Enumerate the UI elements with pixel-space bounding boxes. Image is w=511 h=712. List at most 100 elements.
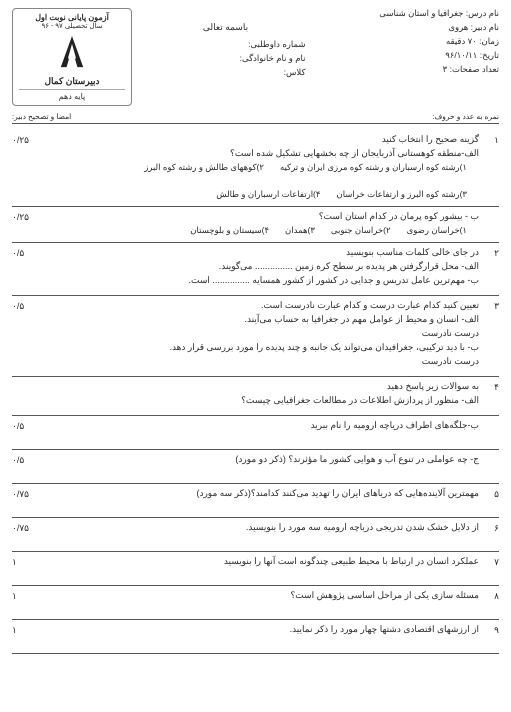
question-score: ۰/۵ <box>12 247 40 289</box>
option-item: ۱)رشته کوه ارسباران و رشته کوه مرزی ایرا… <box>280 162 467 173</box>
question-row: ۵ مهمترین آلاینده‌هایی که دریاهای ایران ر… <box>12 484 499 518</box>
option-item: ۲)کوههای طالش و رشته کوه البرز <box>144 162 264 173</box>
option-item: ۴)سیستان و بلوچستان <box>190 225 269 236</box>
question-line: ب- مهم‌ترین عامل تدریس و جدایی در کشور ا… <box>44 275 479 286</box>
question-line: تعیین کنید کدام عبارت درست و کدام عبارت … <box>44 300 479 311</box>
question-body: در جای خالی کلمات مناسب بنویسید الف- محل … <box>40 247 483 289</box>
question-line: ج- چه عواملی در تنوع آب و هوایی کشور ما … <box>44 454 479 465</box>
question-line: گزینه صحیح را انتخاب کنید <box>44 134 479 145</box>
options-row: ۱)رشته کوه ارسباران و رشته کوه مرزی ایرا… <box>44 162 467 200</box>
question-body: تعیین کنید کدام عبارت درست و کدام عبارت … <box>40 300 483 370</box>
options-row: ۱)خراسان رضوی ۲)خراسان جنوبی ۳)همدان ۴)سیست… <box>44 225 467 236</box>
question-row: ۹ از ارزشهای اقتصادی دشتها چهار مورد را ذ… <box>12 620 499 654</box>
sign-label: امضا و تصحیح دبیر: <box>12 112 71 121</box>
header-left-box: آزمون پایانی نوبت اول سال تحصیلی ۹۷ - ۹۶… <box>12 8 132 106</box>
question-row: ۱ گزینه صحیح را انتخاب کنید الف-منطقه کوهس… <box>12 130 499 207</box>
question-line: ب- با دید ترکیبی، جغرافیدان می‌تواند یک … <box>44 342 479 353</box>
question-number <box>483 420 499 443</box>
question-line: درست نادرست <box>44 328 479 339</box>
header-center: باسمه تعالی شماره داوطلبی: نام و نام خان… <box>146 8 306 106</box>
question-score <box>12 381 40 409</box>
question-body: به سوالات زیر پاسخ دهید الف- منظور از پرد… <box>40 381 483 409</box>
option-item: ۴)ارتفاعات ارسباران و طالش <box>216 189 320 200</box>
question-number: ۷ <box>483 556 499 579</box>
question-line: به سوالات زیر پاسخ دهید <box>44 381 479 392</box>
question-row: ۶ از دلایل خشک شدن تدریجی دریاچه ارومیه س… <box>12 518 499 552</box>
question-score: ۰/۵ <box>12 300 40 370</box>
question-body: ج- چه عواملی در تنوع آب و هوایی کشور ما … <box>40 454 483 477</box>
question-number <box>483 211 499 236</box>
question-body: از دلایل خشک شدن تدریجی دریاچه ارومیه سه… <box>40 522 483 545</box>
question-row: ۴ به سوالات زیر پاسخ دهید الف- منظور از پر… <box>12 377 499 416</box>
question-line: مسئله سازی یکی از مراحل اساسی پژوهش است؟ <box>44 590 479 601</box>
question-score: ۰/۲۵ <box>12 211 40 236</box>
questions-container: ۱ گزینه صحیح را انتخاب کنید الف-منطقه کوهس… <box>12 130 499 654</box>
option-item: ۲)خراسان جنوبی <box>331 225 391 236</box>
question-row: ۷ عملکرد انسان در ارتباط با محیط طبیعی چن… <box>12 552 499 586</box>
question-row: ب-جلگه‌های اطراف دریاچه ارومیه را نام بب… <box>12 416 499 450</box>
question-score: ۱ <box>12 590 40 613</box>
question-line: الف-منطقه کوهستانی آذربایجان از چه بخشها… <box>44 148 479 159</box>
option-item: ۳)همدان <box>285 225 315 236</box>
option-item: ۱)خراسان رضوی <box>407 225 467 236</box>
name-field: نام و نام خانوادگی: <box>146 53 306 64</box>
question-number: ۸ <box>483 590 499 613</box>
question-line: عملکرد انسان در ارتباط با محیط طبیعی چند… <box>44 556 479 567</box>
question-line: ب-جلگه‌های اطراف دریاچه ارومیه را نام بب… <box>44 420 479 431</box>
question-score: ۰/۵ <box>12 454 40 477</box>
grade-label: پایه دهم <box>19 89 125 101</box>
question-score: ۱ <box>12 624 40 647</box>
question-number: ۴ <box>483 381 499 409</box>
question-line: الف- انسان و محیط از عوامل مهم در جغرافی… <box>44 314 479 325</box>
question-number: ۶ <box>483 522 499 545</box>
question-line: ب - بیشور کوه پرمان در کدام استان است؟ <box>44 211 479 222</box>
school-name: دبیرستان کمال <box>44 76 99 87</box>
question-line: از ارزشهای اقتصادی دشتها چهار مورد را ذک… <box>44 624 479 635</box>
school-logo <box>51 34 93 72</box>
exam-header: نام درس: جغرافیا و استان شناسی نام دبیر:… <box>12 8 499 106</box>
question-body: ب - بیشور کوه پرمان در کدام استان است؟ ۱)… <box>40 211 483 236</box>
idnum-field: شماره داوطلبی: <box>146 39 306 50</box>
exam-year: سال تحصیلی ۹۷ - ۹۶ <box>41 22 102 30</box>
question-score: ۰/۲۵ <box>12 134 40 200</box>
question-row: ۸ مسئله سازی یکی از مراحل اساسی پژوهش است… <box>12 586 499 620</box>
question-number: ۱ <box>483 134 499 200</box>
question-row: ج- چه عواملی در تنوع آب و هوایی کشور ما … <box>12 450 499 484</box>
question-number: ۳ <box>483 300 499 370</box>
question-body: ب-جلگه‌های اطراف دریاچه ارومیه را نام بب… <box>40 420 483 443</box>
option-item: ۳)رشته کوه البرز و ارتفاعات خراسان <box>336 189 467 200</box>
score-sign-row: نمره به عدد و حروف: امضا و تصحیح دبیر: <box>12 112 499 124</box>
class-field: کلاس: <box>146 67 306 78</box>
teacher-field: نام دبیر: هروی <box>319 22 499 33</box>
question-number: ۹ <box>483 624 499 647</box>
question-score: ۰/۷۵ <box>12 522 40 545</box>
question-line: از دلایل خشک شدن تدریجی دریاچه ارومیه سه… <box>44 522 479 533</box>
duration-field: زمان: ۷۰ دقیقه <box>319 36 499 47</box>
exam-title: آزمون پایانی نوبت اول <box>35 13 109 22</box>
question-body: عملکرد انسان در ارتباط با محیط طبیعی چند… <box>40 556 483 579</box>
question-row: ۲ در جای خالی کلمات مناسب بنویسید الف- محل… <box>12 243 499 296</box>
question-line: درست نادرست <box>44 356 479 367</box>
score-label: نمره به عدد و حروف: <box>432 112 499 121</box>
question-row: ب - بیشور کوه پرمان در کدام استان است؟ ۱)… <box>12 207 499 243</box>
course-field: نام درس: جغرافیا و استان شناسی <box>319 8 499 19</box>
question-body: گزینه صحیح را انتخاب کنید الف-منطقه کوهست… <box>40 134 483 200</box>
date-field: تاریخ: ۹۶/۱۰/۱۱ <box>319 50 499 61</box>
question-row: ۳ تعیین کنید کدام عبارت درست و کدام عبارت… <box>12 296 499 377</box>
question-number <box>483 454 499 477</box>
question-line: در جای خالی کلمات مناسب بنویسید <box>44 247 479 258</box>
question-line: الف- منظور از پردازش اطلاعات در مطالعات … <box>44 395 479 406</box>
question-score: ۱ <box>12 556 40 579</box>
question-score: ۰/۵ <box>12 420 40 443</box>
header-right: نام درس: جغرافیا و استان شناسی نام دبیر:… <box>319 8 499 106</box>
question-number: ۵ <box>483 488 499 511</box>
question-score: ۰/۷۵ <box>12 488 40 511</box>
question-number: ۲ <box>483 247 499 289</box>
pages-field: تعداد صفحات: ۳ <box>319 64 499 75</box>
question-body: از ارزشهای اقتصادی دشتها چهار مورد را ذک… <box>40 624 483 647</box>
question-line: مهمترین آلاینده‌هایی که دریاهای ایران را… <box>44 488 479 499</box>
question-body: مهمترین آلاینده‌هایی که دریاهای ایران را… <box>40 488 483 511</box>
bismillah: باسمه تعالی <box>146 22 306 33</box>
question-body: مسئله سازی یکی از مراحل اساسی پژوهش است؟ <box>40 590 483 613</box>
question-line: الف- محل قرارگرفتن هر پدیده بر سطح کره ز… <box>44 261 479 272</box>
